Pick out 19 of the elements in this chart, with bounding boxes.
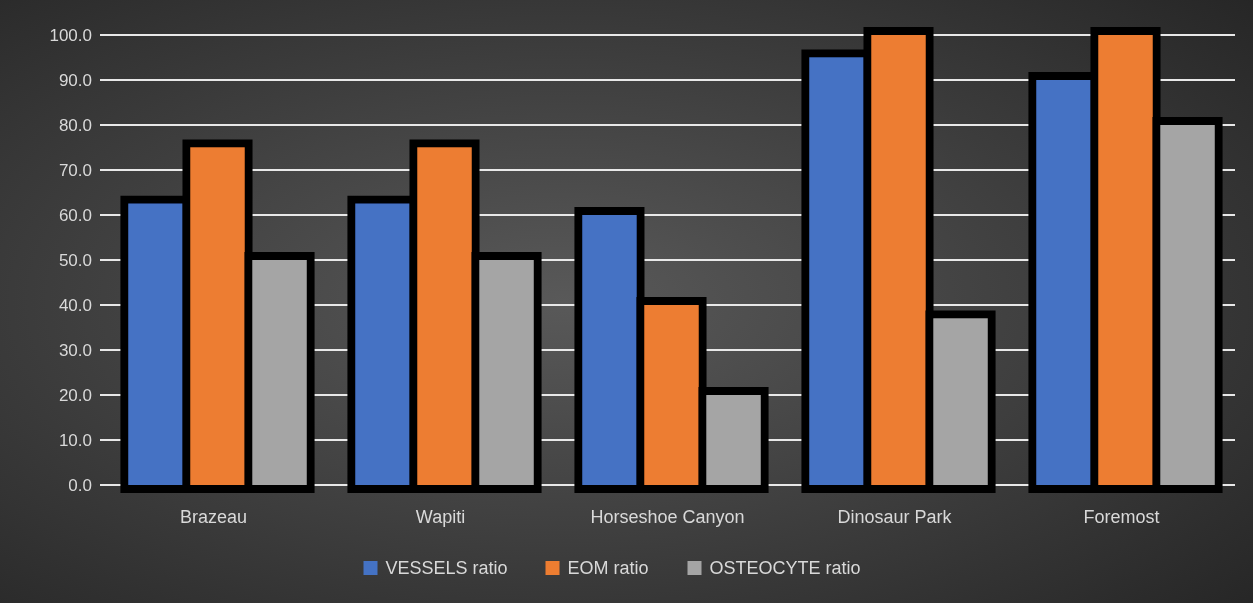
x-tick-label: Dinosaur Park: [837, 507, 953, 527]
y-tick-label: 10.0: [58, 430, 92, 450]
legend-label: OSTEOCYTE ratio: [709, 558, 861, 579]
y-tick-label: 20.0: [58, 385, 92, 405]
x-tick-label: Wapiti: [415, 507, 466, 527]
y-tick-label: 0.0: [68, 475, 92, 495]
y-tick-label: 50.0: [58, 250, 92, 270]
y-tick-label: 90.0: [58, 70, 92, 90]
y-tick-label: 100.0: [49, 25, 92, 45]
y-tick-label: 60.0: [58, 205, 92, 225]
y-tick-label: 80.0: [58, 115, 92, 135]
legend-label: VESSELS ratio: [385, 558, 508, 579]
legend-label: EOM ratio: [567, 558, 649, 579]
y-tick-label: 40.0: [58, 295, 92, 315]
x-tick-label: Brazeau: [179, 507, 248, 527]
x-tick-label: Foremost: [1083, 507, 1160, 527]
y-tick-label: 30.0: [58, 340, 92, 360]
x-tick-label: Horseshoe Canyon: [590, 507, 745, 527]
y-tick-label: 70.0: [58, 160, 92, 180]
